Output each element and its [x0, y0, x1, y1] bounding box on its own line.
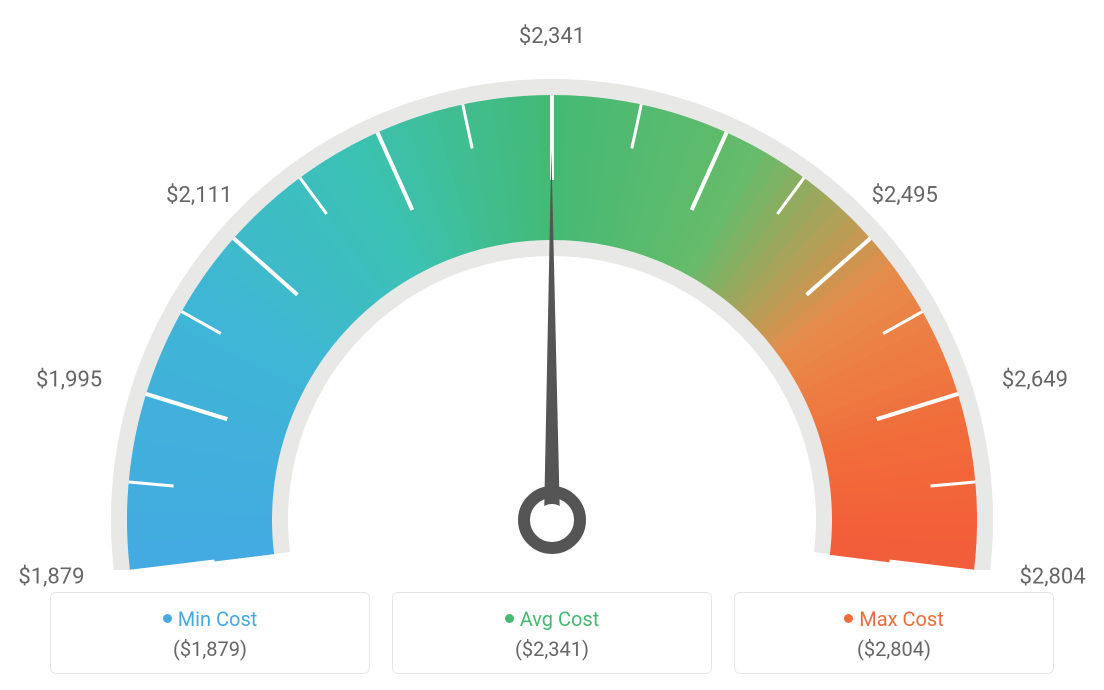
legend-title-avg-text: Avg Cost: [520, 607, 600, 631]
legend-value-max: ($2,804): [735, 637, 1053, 661]
legend-card-min: Min Cost ($1,879): [50, 592, 370, 674]
legend-title-min-text: Min Cost: [178, 607, 258, 631]
gauge-tick-label: $1,995: [36, 368, 102, 393]
legend-card-avg: Avg Cost ($2,341): [392, 592, 712, 674]
legend-dot-avg: [505, 614, 514, 623]
legend-value-min: ($1,879): [51, 637, 369, 661]
gauge-svg: [52, 30, 1052, 570]
legend-title-max-text: Max Cost: [859, 607, 944, 631]
legend-value-avg: ($2,341): [393, 637, 711, 661]
legend-dot-min: [163, 614, 172, 623]
gauge-tick-label: $2,111: [166, 183, 232, 208]
legend-row: Min Cost ($1,879) Avg Cost ($2,341) Max …: [0, 592, 1104, 674]
gauge-tick-label: $2,495: [872, 183, 938, 208]
legend-title-min: Min Cost: [51, 607, 369, 631]
gauge-tick-label: $2,804: [1019, 565, 1085, 590]
legend-dot-max: [844, 614, 853, 623]
gauge-chart: $1,879$1,995$2,111$2,341$2,495$2,649$2,8…: [0, 0, 1104, 560]
gauge-tick-label: $2,649: [1002, 368, 1068, 393]
gauge-tick-label: $1,879: [18, 565, 84, 590]
legend-title-avg: Avg Cost: [393, 607, 711, 631]
gauge-tick-label: $2,341: [519, 24, 585, 49]
legend-title-max: Max Cost: [735, 607, 1053, 631]
legend-card-max: Max Cost ($2,804): [734, 592, 1054, 674]
